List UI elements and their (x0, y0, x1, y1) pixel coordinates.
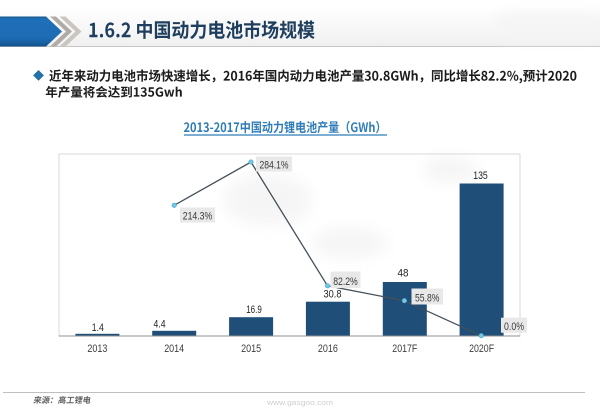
svg-text:2016: 2016 (318, 343, 338, 355)
svg-text:82.2%: 82.2% (333, 276, 358, 288)
svg-text:55.8%: 55.8% (415, 293, 440, 305)
svg-text:135: 135 (473, 170, 488, 182)
svg-text:2015: 2015 (241, 343, 261, 355)
svg-text:48: 48 (398, 267, 409, 279)
svg-text:2014: 2014 (164, 343, 184, 355)
svg-text:2017F: 2017F (392, 343, 417, 355)
svg-text:1.4: 1.4 (92, 322, 104, 334)
svg-text:0.0%: 0.0% (504, 321, 524, 333)
svg-text:30.8: 30.8 (324, 288, 342, 300)
svg-text:16.9: 16.9 (246, 304, 262, 316)
svg-text:2020F: 2020F (469, 343, 494, 355)
svg-text:2013: 2013 (87, 343, 107, 355)
svg-text:214.3%: 214.3% (183, 211, 213, 223)
svg-text:284.1%: 284.1% (260, 160, 289, 172)
svg-text:4.4: 4.4 (154, 319, 166, 331)
svg-text:www.gasgoo.com: www.gasgoo.com (266, 398, 333, 407)
